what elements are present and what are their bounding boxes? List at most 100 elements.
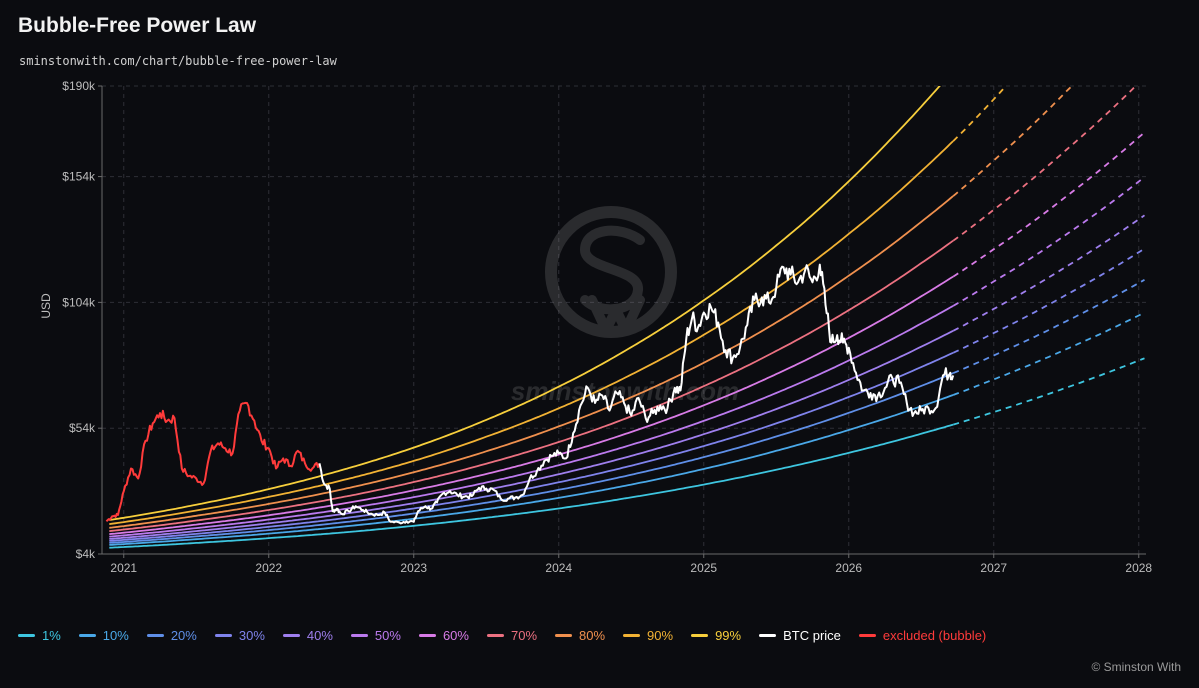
band-50 bbox=[109, 176, 1146, 538]
band-70 bbox=[109, 86, 1137, 532]
legend-label: 30% bbox=[238, 628, 265, 643]
band-projection-1 bbox=[952, 357, 1145, 426]
legend-item-60[interactable]: 60% bbox=[418, 628, 469, 643]
legend-label: 90% bbox=[647, 628, 674, 643]
band-projection-90 bbox=[952, 86, 1008, 142]
x-tick-label: 2028 bbox=[1125, 561, 1152, 575]
sw-circle-logo bbox=[545, 206, 677, 338]
x-axis: 2021 2022 2023 2024 2025 2026 2027 2028 bbox=[102, 553, 1152, 575]
legend-swatch bbox=[858, 634, 876, 637]
band-60 bbox=[109, 131, 1146, 535]
x-tick-label: 2027 bbox=[980, 561, 1007, 575]
price-series bbox=[105, 263, 955, 525]
band-line-10 bbox=[109, 394, 954, 546]
band-20 bbox=[109, 279, 1145, 544]
legend-item-99[interactable]: 99% bbox=[691, 628, 741, 643]
band-line-80 bbox=[109, 195, 954, 529]
legend-label: 70% bbox=[510, 628, 538, 643]
legend-swatch bbox=[282, 634, 300, 637]
legend-label: 50% bbox=[374, 628, 401, 643]
band-line-99 bbox=[109, 86, 941, 521]
band-99 bbox=[109, 86, 941, 521]
legend-swatch bbox=[486, 634, 504, 637]
legend-item-1[interactable]: 1% bbox=[18, 628, 61, 643]
band-line-20 bbox=[109, 372, 954, 544]
legend-swatch bbox=[18, 634, 35, 637]
legend-item-90[interactable]: 90% bbox=[623, 628, 673, 643]
page-title: Bubble-Free Power Law bbox=[18, 14, 257, 37]
power-law-chart: sminstonwith.com $4k$54k$104k$154k$190k … bbox=[39, 79, 1152, 575]
band-30 bbox=[109, 247, 1145, 542]
legend-label: 60% bbox=[442, 628, 469, 643]
band-line-1 bbox=[109, 423, 954, 549]
legend-item-70[interactable]: 70% bbox=[486, 628, 538, 643]
band-projection-40 bbox=[952, 214, 1146, 332]
legend-swatch bbox=[555, 634, 573, 637]
legend-swatch bbox=[214, 634, 232, 637]
x-tick-label: 2022 bbox=[255, 561, 282, 575]
legend-item-10[interactable]: 10% bbox=[78, 628, 129, 643]
watermark: sminstonwith.com bbox=[511, 206, 739, 406]
page-subtitle-url: sminstonwith.com/chart/bubble-free-power… bbox=[19, 54, 337, 68]
band-line-70 bbox=[109, 239, 954, 532]
legend-label: BTC price bbox=[783, 628, 841, 643]
x-tick-label: 2026 bbox=[835, 561, 862, 575]
band-line-90 bbox=[109, 140, 954, 525]
legend-label: 1% bbox=[42, 628, 61, 643]
legend-label: 99% bbox=[715, 628, 742, 643]
y-tick-label: $190k bbox=[62, 79, 96, 93]
legend-item-50[interactable]: 50% bbox=[350, 628, 401, 643]
series-btc-price bbox=[318, 263, 955, 525]
x-tick-label: 2023 bbox=[400, 561, 427, 575]
legend-label: 80% bbox=[579, 628, 606, 643]
legend-swatch bbox=[623, 634, 641, 637]
legend-label: 40% bbox=[306, 628, 333, 643]
legend-label: 20% bbox=[170, 628, 197, 643]
legend-swatch bbox=[691, 634, 709, 637]
band-line-50 bbox=[109, 305, 954, 538]
band-80 bbox=[109, 86, 1074, 529]
sw-logo-mark bbox=[580, 225, 645, 335]
x-tick-label: 2021 bbox=[110, 561, 137, 575]
legend-item-20[interactable]: 20% bbox=[146, 628, 197, 643]
legend-item-40[interactable]: 40% bbox=[282, 628, 333, 643]
legend-label: excluded (bubble) bbox=[882, 628, 987, 643]
band-line-40 bbox=[109, 330, 954, 540]
quantile-bands bbox=[109, 86, 1146, 549]
legend-swatch bbox=[350, 634, 368, 637]
x-tick-label: 2024 bbox=[545, 561, 572, 575]
y-tick-label: $104k bbox=[62, 295, 96, 309]
y-axis: $4k $54k $104k $154k $190k bbox=[62, 79, 103, 561]
band-10 bbox=[109, 311, 1145, 546]
legend-item-30[interactable]: 30% bbox=[214, 628, 265, 643]
legend-swatch bbox=[146, 634, 164, 637]
legend: 1% 10% 20% 30% 40% 50% 60% 70% 80% 90% 99% BTC pric… bbox=[18, 628, 1004, 643]
legend-swatch bbox=[759, 634, 777, 637]
band-projection-10 bbox=[952, 311, 1145, 396]
band-line-60 bbox=[109, 275, 954, 535]
legend-item-80[interactable]: 80% bbox=[555, 628, 605, 643]
copyright: © Sminston With bbox=[1091, 660, 1181, 674]
y-tick-label: $4k bbox=[76, 547, 96, 561]
band-line-30 bbox=[109, 351, 954, 542]
y-tick-label: $54k bbox=[69, 421, 96, 435]
band-1 bbox=[109, 357, 1145, 549]
band-projection-50 bbox=[952, 176, 1146, 307]
y-tick-label: $154k bbox=[62, 170, 96, 184]
band-projection-20 bbox=[952, 279, 1145, 374]
legend-label: 10% bbox=[102, 628, 129, 643]
x-tick-label: 2025 bbox=[690, 561, 717, 575]
band-projection-80 bbox=[952, 86, 1074, 197]
band-projection-70 bbox=[952, 86, 1137, 242]
band-projection-60 bbox=[952, 131, 1146, 278]
legend-item-excluded-bubble[interactable]: excluded (bubble) bbox=[858, 628, 987, 643]
legend-item-btc-price[interactable]: BTC price bbox=[759, 628, 841, 643]
band-projection-30 bbox=[952, 247, 1145, 354]
band-40 bbox=[109, 214, 1146, 540]
legend-swatch bbox=[78, 634, 96, 637]
legend-swatch bbox=[418, 634, 436, 637]
series-excluded-bubble bbox=[105, 401, 321, 523]
y-axis-label: USD bbox=[39, 293, 53, 319]
watermark-text: sminstonwith.com bbox=[511, 376, 739, 406]
band-90 bbox=[109, 86, 1008, 525]
